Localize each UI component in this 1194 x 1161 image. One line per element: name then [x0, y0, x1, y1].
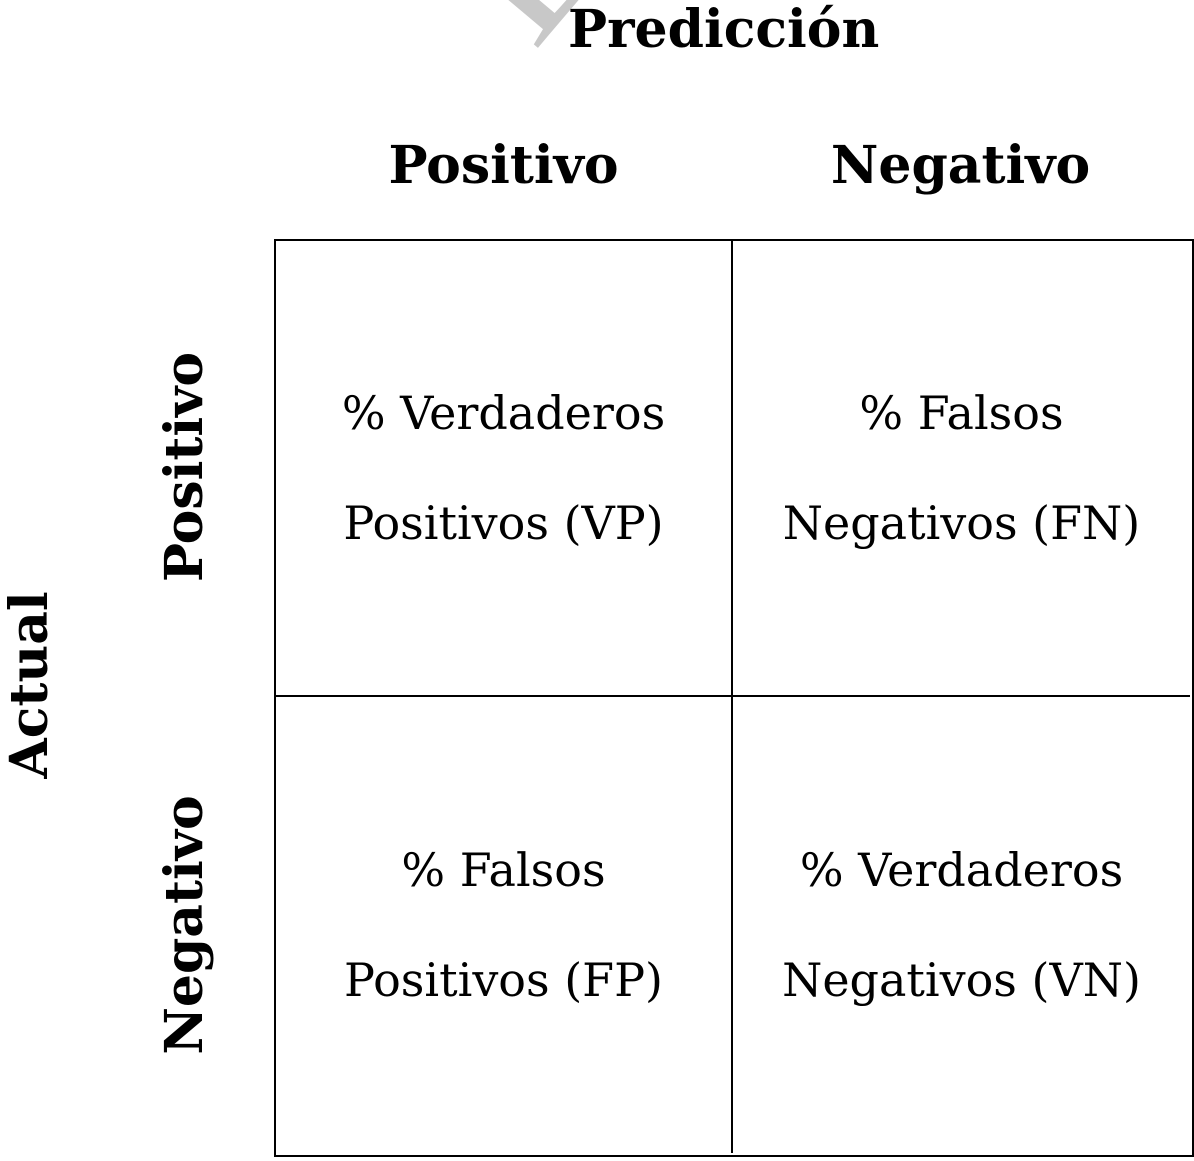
cell-tn-line1: % Verdaderos [799, 843, 1124, 897]
cell-true-negatives: % Verdaderos Negativos (VN) [733, 697, 1190, 1153]
column-header-negative: Negativo [830, 135, 1091, 196]
row-header-negative: Negativo [154, 795, 215, 1055]
actual-axis-title: Actual [0, 591, 60, 779]
cell-fn-line1: % Falsos [859, 386, 1064, 440]
cell-false-positives: % Falsos Positivos (FP) [276, 697, 733, 1153]
cell-fn-line2: Negativos (FN) [782, 496, 1141, 550]
cell-fp-line2: Positivos (FP) [344, 953, 663, 1007]
column-header-positive: Positivo [388, 135, 619, 196]
cell-fp-line1: % Falsos [401, 843, 606, 897]
cell-tn-line2: Negativos (VN) [782, 953, 1141, 1007]
prediction-axis-title: Predicción [568, 0, 880, 60]
cell-tp-line2: Positivos (VP) [343, 496, 664, 550]
cell-tp-line1: % Verdaderos [341, 386, 666, 440]
cell-false-negatives: % Falsos Negativos (FN) [733, 241, 1190, 697]
cell-true-positives: % Verdaderos Positivos (VP) [276, 241, 733, 697]
row-header-positive: Positivo [154, 351, 215, 583]
confusion-matrix: % Verdaderos Positivos (VP) % Falsos Neg… [274, 239, 1194, 1157]
